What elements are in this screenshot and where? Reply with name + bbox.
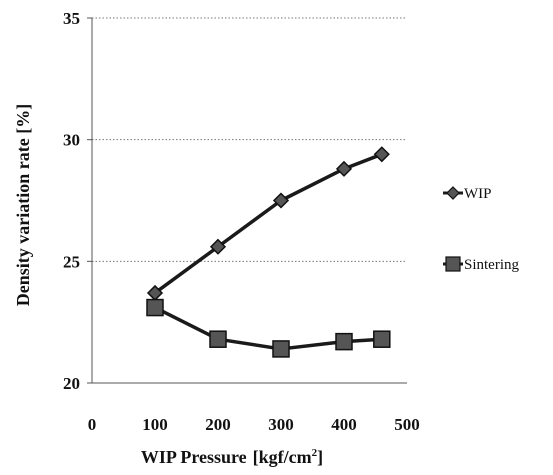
point-sintering-0 <box>146 298 164 317</box>
y-tick-label-20: 20 <box>63 374 80 393</box>
x-axis-title-unit-close: ] <box>317 447 323 467</box>
x-tick-label-0: 0 <box>88 415 97 434</box>
legend-marker-sintering <box>445 256 461 272</box>
legend-label-sintering: Sintering <box>464 257 519 273</box>
point-wip-3 <box>335 160 353 177</box>
gridlines <box>92 17 407 262</box>
point-sintering-4 <box>373 330 391 348</box>
y-tick-label-35: 35 <box>63 9 80 28</box>
axes <box>87 17 407 384</box>
tick-labels: 20 25 30 35 0 100 200 300 400 500 <box>63 9 420 434</box>
x-axis-title-main: WIP Pressure <box>141 447 247 467</box>
x-tick-label-200: 200 <box>205 415 231 434</box>
x-tick-label-400: 400 <box>331 415 357 434</box>
x-tick-label-500: 500 <box>394 415 420 434</box>
point-sintering-1 <box>209 330 227 348</box>
point-wip-1 <box>209 238 227 255</box>
x-axis-title-unit: [kgf/cm <box>253 447 312 467</box>
legend-label-wip: WIP <box>464 186 492 202</box>
y-tick-label-25: 25 <box>63 252 80 271</box>
x-axis-title-unit-superscript: 2 <box>312 447 318 459</box>
series-wip <box>146 146 390 302</box>
legend: WIP Sintering <box>443 186 519 273</box>
legend-marker-wip <box>446 186 460 200</box>
series-line-wip <box>153 152 383 295</box>
x-tick-label-100: 100 <box>142 415 168 434</box>
point-sintering-3 <box>335 332 353 351</box>
point-sintering-2 <box>272 340 290 358</box>
legend-item-wip: WIP <box>443 186 492 202</box>
data-series <box>146 146 391 358</box>
y-axis-title: Density variation rate [%] <box>13 104 33 306</box>
x-axis-title: WIP Pressure [kgf/cm2] <box>141 447 323 467</box>
legend-item-sintering: Sintering <box>443 256 519 273</box>
x-tick-label-300: 300 <box>268 415 294 434</box>
y-tick-label-30: 30 <box>63 131 80 150</box>
point-wip-2 <box>272 192 290 209</box>
series-sintering <box>146 298 391 358</box>
point-wip-4 <box>373 146 390 163</box>
